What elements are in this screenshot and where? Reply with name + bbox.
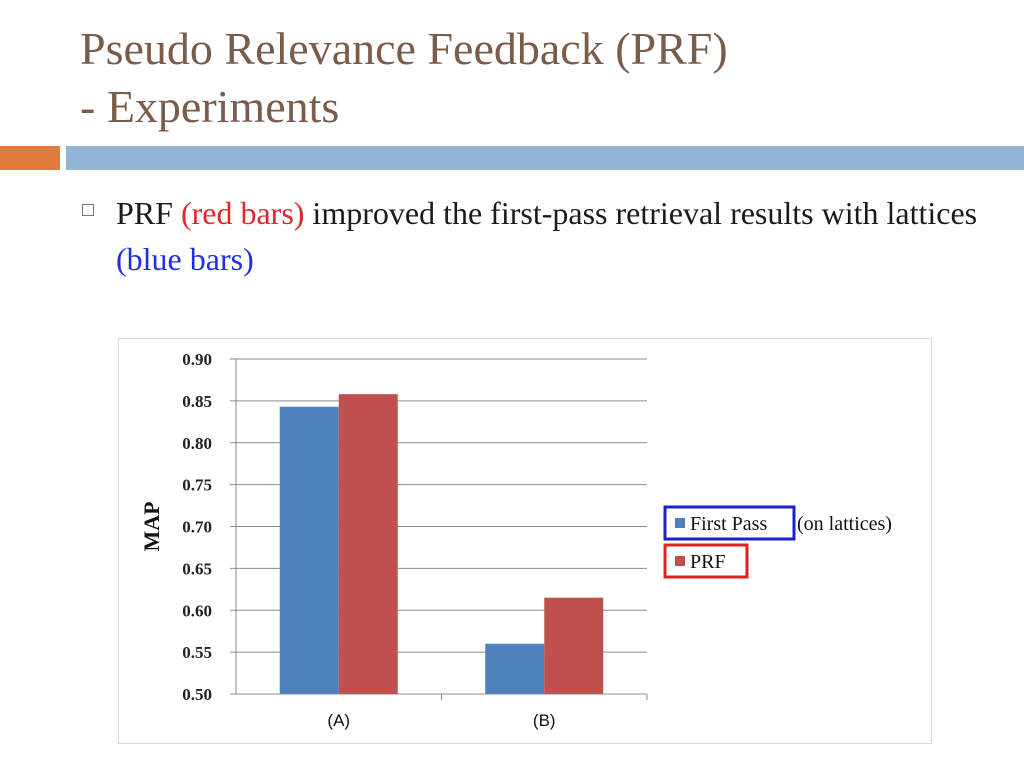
legend-highlight-prf <box>663 543 749 579</box>
legend-annotation: (on lattices) <box>797 513 892 535</box>
y-tick-label: 0.60 <box>182 601 212 620</box>
x-category-label: (A) <box>327 711 350 730</box>
y-tick-label: 0.75 <box>182 476 212 495</box>
title-rule-orange <box>0 146 60 170</box>
bar-first-pass <box>485 643 545 694</box>
legend-label-first-pass: First Pass <box>690 513 767 535</box>
bullet-red-bars: (red bars) <box>180 195 305 231</box>
bullet-item: PRF (red bars) improved the first-pass r… <box>82 190 982 282</box>
legend-highlight-first-pass <box>663 505 796 541</box>
legend-swatch-prf <box>675 556 685 566</box>
chart-frame: 0.50 0.55 0.60 0.65 0.70 0.75 0.80 0.85 0.90 MAP (… <box>118 338 932 744</box>
y-tick-label: 0.70 <box>182 518 212 537</box>
title-rule-blue <box>66 146 1024 170</box>
bar-prf <box>338 394 398 694</box>
y-tick-label: 0.80 <box>182 434 212 453</box>
bullet-blue-bars: (blue bars) <box>116 241 254 277</box>
title-line-2: - Experiments <box>80 81 340 132</box>
y-tick-label: 0.90 <box>182 350 212 369</box>
square-bullet-icon <box>82 204 94 216</box>
x-category-label: (B) <box>533 711 556 730</box>
y-tick-label: 0.65 <box>182 559 212 578</box>
y-axis-title: MAP <box>139 501 164 551</box>
y-tick-label: 0.55 <box>182 643 212 662</box>
bar-prf <box>544 597 604 694</box>
bar-first-pass <box>279 406 339 694</box>
bullet-text-part3: improved the first-pass retrieval result… <box>304 195 978 231</box>
slide-title: Pseudo Relevance Feedback (PRF) - Experi… <box>80 20 728 136</box>
legend-label-prf: PRF <box>690 551 726 573</box>
map-bar-chart: 0.50 0.55 0.60 0.65 0.70 0.75 0.80 0.85 0.90 MAP (… <box>139 350 892 730</box>
legend-swatch-first-pass <box>675 518 685 528</box>
y-tick-label: 0.50 <box>182 685 212 704</box>
title-line-1: Pseudo Relevance Feedback (PRF) <box>80 23 728 74</box>
bullet-text-part1: PRF <box>116 195 181 231</box>
y-tick-label: 0.85 <box>182 392 212 411</box>
bullet-text: PRF (red bars) improved the first-pass r… <box>116 190 982 282</box>
